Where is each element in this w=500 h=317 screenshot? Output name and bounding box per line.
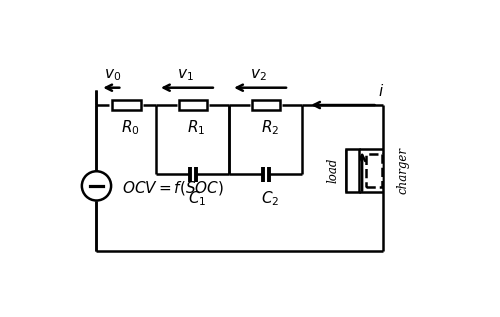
Text: load: load xyxy=(326,158,340,183)
Text: $v_2$: $v_2$ xyxy=(250,67,266,83)
Text: $R_0$: $R_0$ xyxy=(120,119,140,137)
Text: charger: charger xyxy=(396,147,409,194)
Text: $v_1$: $v_1$ xyxy=(176,67,194,83)
Bar xyxy=(366,154,382,187)
Bar xyxy=(252,100,280,110)
Text: $C_2$: $C_2$ xyxy=(262,189,280,208)
Text: $v_0$: $v_0$ xyxy=(104,67,121,83)
Bar xyxy=(179,100,206,110)
Bar xyxy=(112,100,140,110)
Text: $R_2$: $R_2$ xyxy=(260,119,279,137)
Text: $OCV = f\left(SOC\right)$: $OCV = f\left(SOC\right)$ xyxy=(122,179,224,197)
Bar xyxy=(346,149,358,192)
Text: $C_1$: $C_1$ xyxy=(188,189,206,208)
Text: $R_1$: $R_1$ xyxy=(188,119,206,137)
Text: $v$: $v$ xyxy=(349,165,360,179)
Text: $i$: $i$ xyxy=(378,83,384,99)
